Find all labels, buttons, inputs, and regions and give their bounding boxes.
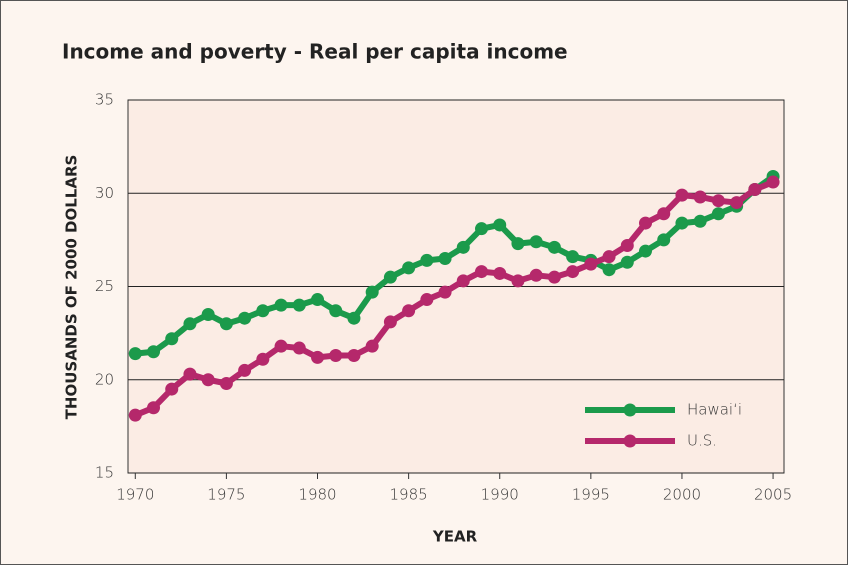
data-point bbox=[766, 175, 780, 189]
data-point bbox=[238, 363, 252, 377]
y-tick-label: 15 bbox=[95, 464, 114, 482]
data-point bbox=[511, 274, 525, 288]
data-point bbox=[383, 315, 397, 329]
data-point bbox=[438, 285, 452, 299]
data-point bbox=[620, 238, 634, 252]
data-point bbox=[292, 298, 306, 312]
data-point bbox=[256, 304, 270, 318]
data-point bbox=[147, 345, 161, 359]
data-point bbox=[657, 233, 671, 247]
data-point bbox=[693, 214, 707, 228]
data-point bbox=[311, 293, 325, 307]
data-point bbox=[165, 332, 179, 346]
chart-title: Income and poverty - Real per capita inc… bbox=[62, 40, 568, 64]
data-point bbox=[675, 216, 689, 230]
data-point bbox=[547, 270, 561, 284]
legend-label: Hawai‘i bbox=[687, 401, 742, 419]
data-point bbox=[730, 196, 744, 210]
data-point bbox=[128, 347, 142, 361]
data-point bbox=[475, 265, 489, 279]
data-point bbox=[201, 307, 215, 321]
data-point bbox=[456, 240, 470, 254]
data-point bbox=[693, 190, 707, 204]
data-point bbox=[711, 207, 725, 221]
data-point bbox=[365, 285, 379, 299]
data-point bbox=[165, 382, 179, 396]
data-point bbox=[438, 252, 452, 266]
y-tick-label: 25 bbox=[95, 277, 114, 295]
data-point bbox=[201, 373, 215, 387]
data-point bbox=[274, 298, 288, 312]
y-axis-label: THOUSANDS OF 2000 DOLLARS bbox=[63, 155, 81, 420]
data-point bbox=[493, 218, 507, 232]
legend-label: U.S. bbox=[687, 432, 717, 450]
y-tick-label: 20 bbox=[95, 370, 114, 388]
data-point bbox=[402, 304, 416, 318]
data-point bbox=[311, 350, 325, 364]
data-point bbox=[183, 367, 197, 381]
data-point bbox=[347, 311, 361, 325]
data-point bbox=[365, 339, 379, 353]
data-point bbox=[128, 408, 142, 422]
x-tick-label: 2000 bbox=[663, 486, 701, 504]
data-point bbox=[620, 255, 634, 269]
data-point bbox=[493, 266, 507, 280]
data-point bbox=[274, 339, 288, 353]
data-point bbox=[147, 401, 161, 415]
data-point bbox=[529, 268, 543, 282]
data-point bbox=[657, 207, 671, 221]
data-point bbox=[347, 349, 361, 363]
data-point bbox=[292, 341, 306, 355]
data-point bbox=[420, 293, 434, 307]
data-point bbox=[566, 250, 580, 264]
x-axis-label: YEAR bbox=[432, 528, 478, 546]
data-point bbox=[329, 304, 343, 318]
x-tick-label: 2005 bbox=[754, 486, 792, 504]
data-point bbox=[566, 265, 580, 279]
data-point bbox=[420, 253, 434, 267]
data-point bbox=[219, 317, 233, 331]
data-point bbox=[475, 222, 489, 236]
data-point bbox=[456, 274, 470, 288]
y-tick-label: 30 bbox=[95, 184, 114, 202]
data-point bbox=[675, 188, 689, 202]
x-tick-label: 1995 bbox=[572, 486, 610, 504]
data-point bbox=[711, 194, 725, 208]
data-point bbox=[256, 352, 270, 366]
x-tick-label: 1970 bbox=[116, 486, 154, 504]
x-tick-label: 1980 bbox=[298, 486, 336, 504]
data-point bbox=[639, 216, 653, 230]
x-tick-label: 1990 bbox=[481, 486, 519, 504]
x-tick-label: 1975 bbox=[207, 486, 245, 504]
y-tick-label: 35 bbox=[95, 91, 114, 109]
data-point bbox=[584, 257, 598, 271]
data-point bbox=[748, 183, 762, 197]
data-point bbox=[219, 376, 233, 390]
legend-marker bbox=[623, 434, 637, 448]
data-point bbox=[402, 261, 416, 275]
data-point bbox=[511, 237, 525, 251]
data-point bbox=[238, 311, 252, 325]
data-point bbox=[639, 244, 653, 258]
data-point bbox=[329, 349, 343, 363]
data-point bbox=[602, 250, 616, 264]
data-point bbox=[529, 235, 543, 249]
data-point bbox=[547, 240, 561, 254]
x-tick-label: 1985 bbox=[390, 486, 428, 504]
data-point bbox=[183, 317, 197, 331]
data-point bbox=[602, 263, 616, 277]
data-point bbox=[383, 270, 397, 284]
legend-marker bbox=[623, 403, 637, 417]
